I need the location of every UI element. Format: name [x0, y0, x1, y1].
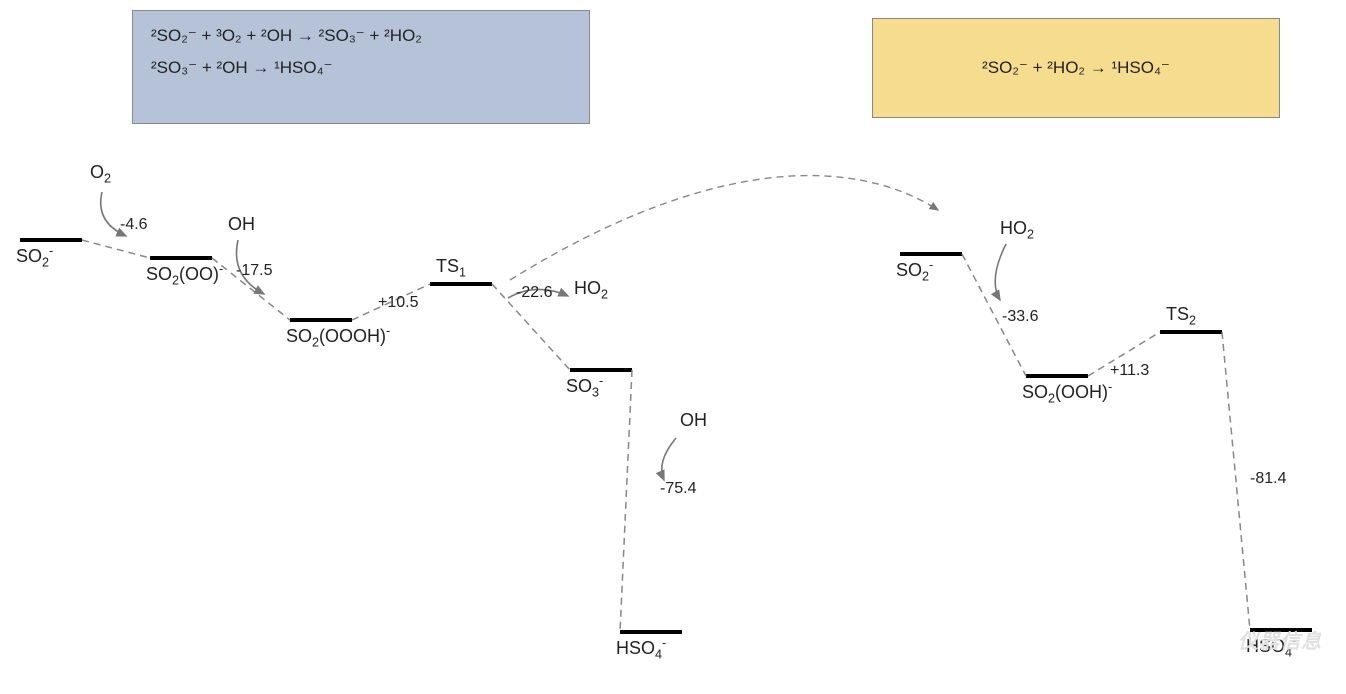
- step-value-L3-L4: +10.5: [378, 294, 418, 312]
- step-value-L1-L2: -4.6: [120, 216, 148, 234]
- level-label-R4: HSO4-: [1246, 636, 1296, 657]
- level-label-R1: SO2-: [896, 260, 933, 281]
- level-label-R2: SO2(OOH)-: [1022, 382, 1112, 403]
- svg-layer: [0, 0, 1346, 694]
- step-value-L5-L6: -75.4: [660, 480, 696, 498]
- level-label-L2: SO2(OO)-: [146, 264, 223, 285]
- level-label-L3: SO2(OOOH)-: [286, 326, 390, 347]
- outgoing-label-0: HO2: [574, 278, 608, 299]
- step-value-R1-R2: -33.6: [1002, 308, 1038, 326]
- incoming-label-0: O2: [90, 162, 111, 183]
- step-value-L2-L3: -17.5: [236, 262, 272, 280]
- level-label-L1: SO2-: [16, 246, 53, 267]
- level-label-L5: SO3-: [566, 376, 603, 397]
- diagram-canvas: ²SO₂⁻ + ³O₂ + ²OH → ²SO₃⁻ + ²HO₂ ²SO₃⁻ +…: [0, 0, 1346, 694]
- incoming-label-2: OH: [680, 410, 707, 431]
- incoming-label-0: HO2: [1000, 218, 1034, 239]
- level-label-L6: HSO4-: [616, 638, 666, 659]
- level-label-R3: TS2: [1166, 304, 1196, 325]
- level-label-L4: TS1: [436, 256, 466, 277]
- step-value-R3-R4: -81.4: [1250, 470, 1286, 488]
- incoming-label-1: OH: [228, 214, 255, 235]
- step-value-R2-R3: +11.3: [1110, 362, 1149, 380]
- step-value-L4-L5: -22.6: [516, 284, 552, 302]
